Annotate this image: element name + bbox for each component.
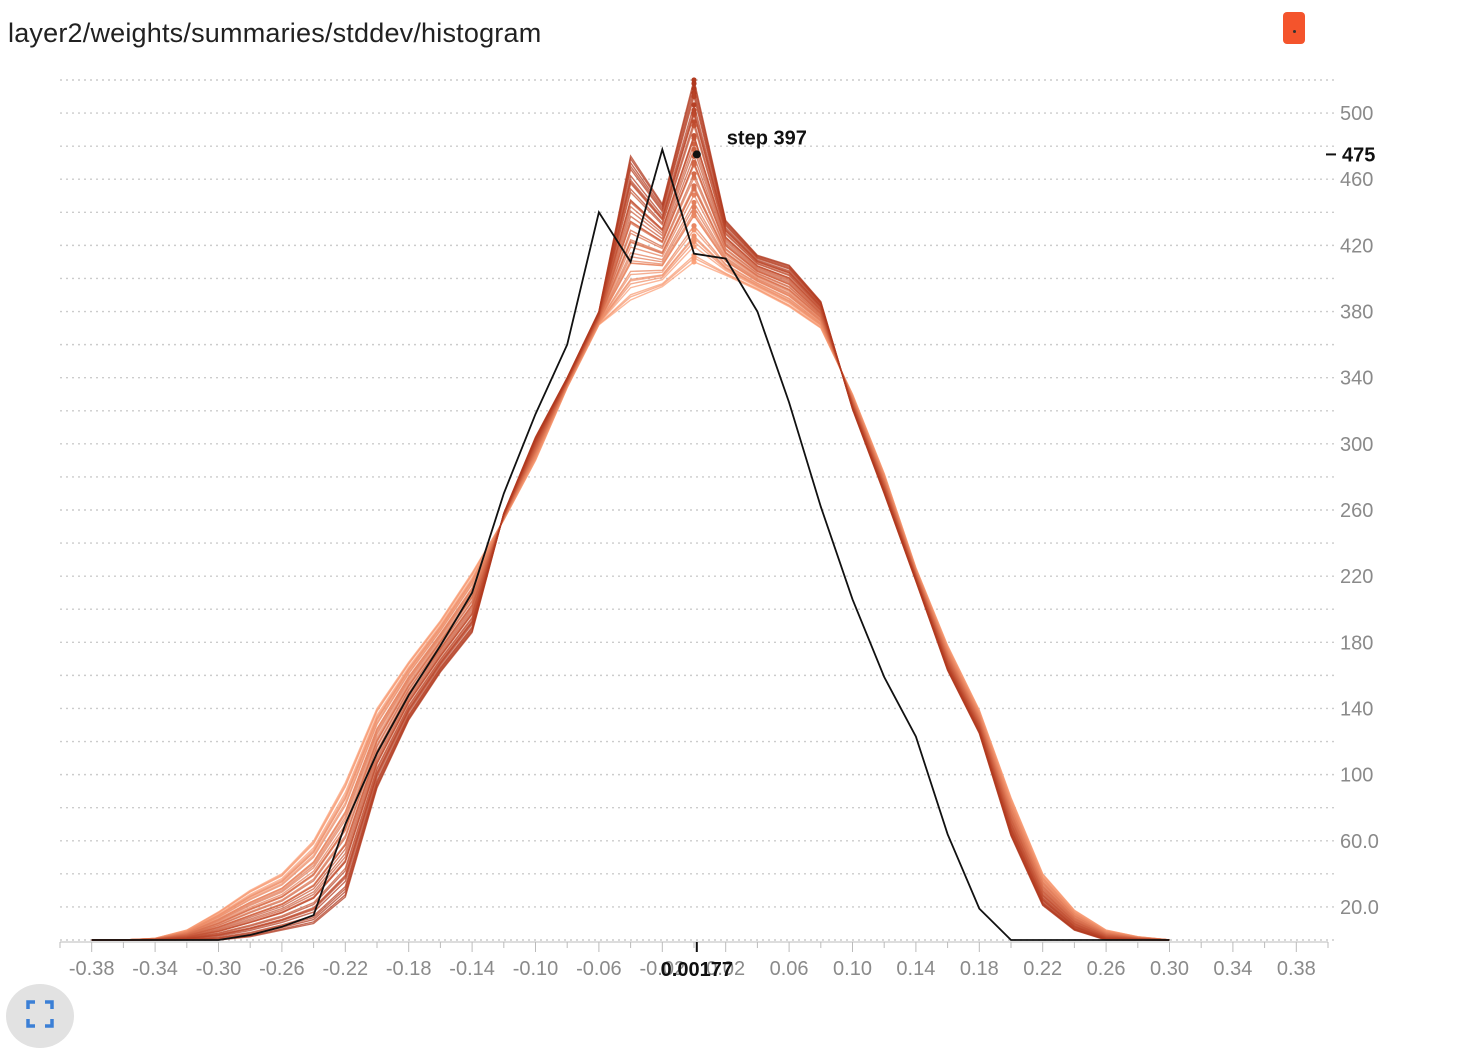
y-tick-label: 180 <box>1340 632 1373 654</box>
series-peak-point <box>691 133 697 139</box>
series-line <box>91 236 1170 941</box>
x-tick-label: 0.30 <box>1150 958 1189 980</box>
series-line <box>91 234 1170 941</box>
y-tick-label: 500 <box>1340 103 1373 125</box>
x-tick-label: 0.10 <box>833 958 872 980</box>
x-tick-label: -0.06 <box>576 958 622 980</box>
series-line <box>91 257 1170 941</box>
series-peak-point <box>691 80 697 87</box>
series-peak-point <box>691 102 697 108</box>
chart-title: layer2/weights/summaries/stddev/histogra… <box>8 18 542 48</box>
series-line <box>91 102 1170 941</box>
x-tick-label: -0.34 <box>132 958 178 980</box>
x-tick-label: -0.22 <box>323 958 369 980</box>
series-peak-point <box>691 119 697 125</box>
color-swatch-icon[interactable] <box>1283 12 1305 44</box>
series-line <box>91 228 1170 941</box>
y-tick-label: 140 <box>1340 698 1373 720</box>
series-peak-point <box>691 171 697 177</box>
series-line <box>91 214 1170 941</box>
y-tick-label: 300 <box>1340 434 1373 456</box>
x-tick-label: -0.30 <box>196 958 242 980</box>
y-tick-label: 220 <box>1340 566 1373 588</box>
y-tick-label: 460 <box>1340 169 1373 191</box>
hover-indicator: step 397 0.00177 475 <box>661 127 1376 981</box>
series-peak-point <box>691 204 697 210</box>
series-line <box>91 224 1170 941</box>
y-tick-label: 380 <box>1340 302 1373 324</box>
series-peak-point <box>691 183 697 189</box>
series-peak-point <box>691 209 697 215</box>
y-tick-label: 420 <box>1340 235 1373 257</box>
x-tick-label: 0.22 <box>1023 958 1062 980</box>
series-lines <box>91 77 1170 941</box>
fullscreen-icon <box>26 1000 54 1028</box>
series-line <box>91 201 1170 941</box>
x-tick-label: -0.18 <box>386 958 432 980</box>
hover-y-value-label: 475 <box>1342 144 1375 166</box>
y-tick-label: 20.0 <box>1340 897 1379 919</box>
series-line <box>91 205 1170 941</box>
x-tick-label: 0.38 <box>1277 958 1316 980</box>
series-peak-point <box>691 255 697 261</box>
y-tick-label: 260 <box>1340 500 1373 522</box>
series-line <box>91 83 1170 941</box>
series-line <box>91 254 1170 941</box>
series-peak-point <box>691 192 697 198</box>
hover-point <box>692 150 701 159</box>
hover-x-value-label: 0.00177 <box>661 959 733 981</box>
series-line <box>91 213 1170 941</box>
y-tick-label: 100 <box>1340 765 1373 787</box>
y-tick-label: 60.0 <box>1340 831 1379 853</box>
series-line <box>91 240 1170 941</box>
highlight-series-line <box>91 146 1170 941</box>
fullscreen-button[interactable] <box>6 984 74 1048</box>
x-tick-label: -0.26 <box>259 958 305 980</box>
y-tick-label: 340 <box>1340 368 1373 390</box>
series-peak-point <box>691 238 697 245</box>
x-tick-label: 0.14 <box>896 958 935 980</box>
x-tick-label: -0.38 <box>69 958 115 980</box>
series-peak-point <box>691 259 697 265</box>
series-peak-point <box>691 233 697 239</box>
x-axis: -0.38 -0.34 -0.30 -0.26 -0.22 -0.18 -0.14 -0.10… <box>59 941 1329 980</box>
x-tick-label: 0.34 <box>1213 958 1252 980</box>
hover-step-label: step 397 <box>727 127 807 149</box>
x-tick-label: -0.02 <box>640 958 686 980</box>
x-tick-label: 0.06 <box>770 958 809 980</box>
series-peak-point <box>691 199 697 206</box>
series-line <box>91 261 1170 941</box>
series-line <box>91 154 1170 941</box>
x-tick-label: -0.10 <box>513 958 559 980</box>
series-line <box>91 193 1170 941</box>
series-peak-point <box>691 223 697 229</box>
x-tick-label: 0.18 <box>960 958 999 980</box>
x-tick-label: 0.02 <box>706 958 745 980</box>
x-tick-label: -0.14 <box>449 958 495 980</box>
x-tick-label: 0.26 <box>1087 958 1126 980</box>
series-line <box>91 245 1170 941</box>
y-axis: 20.0 60.0 100 140 180 220 260 300 340 380 420 460 50… <box>1340 103 1379 919</box>
